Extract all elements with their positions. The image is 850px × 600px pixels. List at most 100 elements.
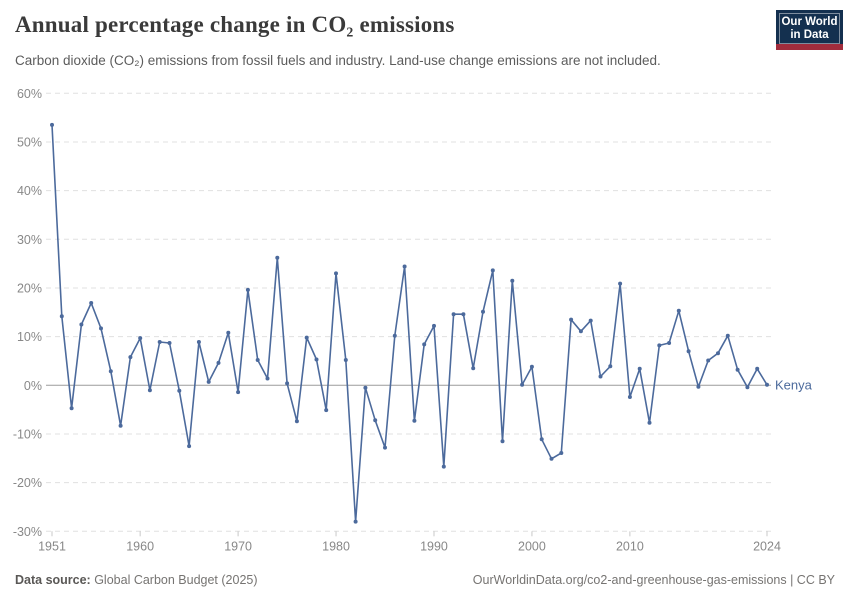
data-point [608,364,613,369]
data-point [196,340,201,344]
data-point [69,406,74,411]
data-point [245,287,250,292]
data-point [686,349,691,354]
data-point [706,358,711,363]
data-point [89,301,94,305]
data-point [481,309,485,314]
data-point [637,366,642,371]
data-point [294,419,299,424]
data-point [539,437,544,442]
y-axis-tick-label: 0% [24,379,42,393]
y-axis-tick-label: 10% [17,330,42,344]
data-point [520,382,525,387]
data-point [392,333,397,338]
x-axis-tick-label: 2010 [616,539,644,553]
x-axis-tick-label: 1951 [38,539,66,553]
data-point [627,395,632,399]
data-point [275,255,280,260]
data-point [588,318,593,323]
x-axis-tick-label: 1990 [420,539,448,553]
chart-subtitle: Carbon dioxide (CO₂) emissions from foss… [15,53,661,68]
data-point [314,357,319,362]
y-axis-tick-label: -30% [13,525,42,539]
data-point [510,278,515,283]
data-point [667,341,672,345]
data-point [265,376,270,381]
data-point [285,381,290,386]
series-entity-label: Kenya [775,377,813,392]
x-axis-tick-label: 1960 [126,539,154,553]
data-point [402,264,407,269]
page-title: Annual percentage change in CO₂ emission… [15,12,455,37]
x-axis-tick-label: 1970 [224,539,252,553]
data-point [147,388,152,393]
data-point [324,408,329,413]
data-point [50,122,54,127]
data-point [451,312,456,317]
data-point [422,342,427,347]
y-axis-tick-label: 30% [17,233,42,247]
data-point [363,385,368,390]
data-point [696,384,701,389]
data-point [128,355,133,360]
data-point [441,464,446,469]
data-point [79,322,84,327]
data-point [304,335,309,340]
data-point [59,314,64,319]
data-source-value: Global Carbon Budget (2025) [90,573,258,587]
data-point [255,358,260,362]
data-point [618,281,623,286]
data-point [108,369,113,374]
x-axis-tick-label: 1980 [322,539,350,553]
data-point [735,367,740,372]
data-source-note: Data source: Global Carbon Budget (2025) [15,573,258,587]
data-point [187,444,192,449]
y-axis-tick-label: -20% [13,476,42,490]
data-point [206,379,211,384]
data-point [373,418,378,423]
y-axis-tick-label: 60% [17,87,42,101]
data-point [471,366,476,371]
data-point [529,364,534,369]
data-point [167,341,172,345]
data-point [490,268,495,273]
data-point [765,382,769,387]
data-point [549,456,554,461]
data-point [432,323,436,328]
data-point [657,343,662,348]
data-point [578,329,583,334]
data-point [559,451,564,455]
kenya-line-series [51,124,768,523]
data-point [157,340,162,344]
x-axis-tick-label: 2000 [518,539,546,553]
data-point [177,388,182,393]
y-axis-tick-label: 50% [17,135,42,149]
data-point [725,333,730,338]
data-point [745,385,750,390]
y-axis-tick-label: 20% [17,281,42,295]
data-point [353,519,358,524]
data-point [383,445,387,450]
data-source-label: Data source: [15,573,91,587]
data-point [138,336,143,341]
data-point [569,317,574,322]
y-axis-tick-label: 40% [17,184,42,198]
data-point [598,374,603,379]
footer-citation-link[interactable]: OurWorldinData.org/co2-and-greenhouse-ga… [472,573,835,587]
chart-footer: Data source: Global Carbon Budget (2025)… [0,571,850,587]
owid-logo-line2: in Data [790,28,829,41]
x-axis-tick-label: 2024 [753,539,781,553]
owid-logo[interactable]: Our World in Data [776,10,843,50]
data-point [226,330,231,335]
data-point [118,423,123,428]
data-point [236,390,241,395]
owid-logo-line1: Our World [781,15,838,28]
data-point [647,420,652,425]
data-point [343,358,348,362]
data-point [334,271,338,276]
data-point [461,312,466,317]
owid-logo-frame: Our World in Data [779,13,840,44]
data-point [500,439,505,444]
data-point [755,366,760,371]
